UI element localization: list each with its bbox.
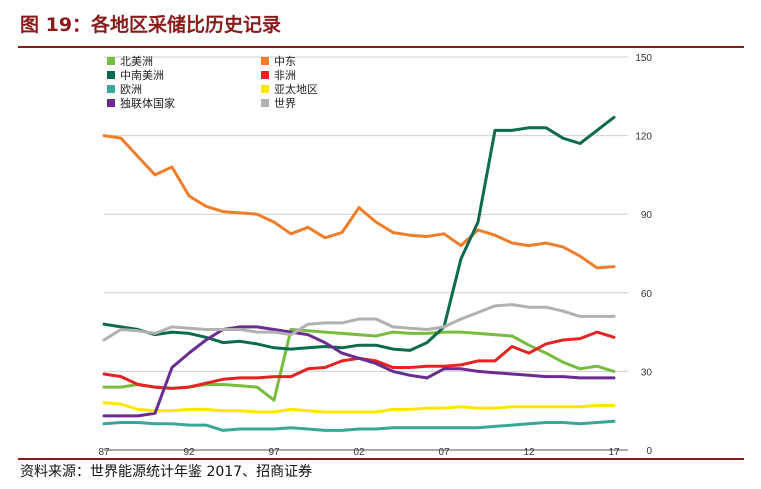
series-line: [102, 134, 616, 270]
x-tick-label: 07: [438, 447, 450, 458]
series-line: [102, 303, 616, 342]
legend-label: 北美洲: [120, 55, 153, 68]
chart-tick-labels: 0 30 60 90 120 150 87 92 97 02 07 12 17: [98, 53, 652, 458]
legend-label: 独联体国家: [120, 96, 175, 110]
y-tick-label: 60: [641, 289, 653, 300]
legend-label: 世界: [274, 97, 296, 110]
legend-label: 欧洲: [120, 83, 142, 96]
x-tick-label: 87: [98, 447, 110, 458]
legend-swatch: [261, 85, 269, 93]
legend-swatch: [261, 57, 269, 65]
chart-series-lines: [102, 115, 616, 432]
y-tick-label: 120: [635, 132, 652, 143]
series-line: [102, 419, 616, 432]
legend-swatch: [261, 71, 269, 79]
legend-swatch: [107, 99, 115, 107]
y-tick-label: 30: [641, 367, 653, 378]
y-tick-label: 0: [646, 446, 652, 457]
legend-label: 中东: [274, 55, 296, 68]
source-note: 资料来源：世界能源统计年鉴 2017、招商证券: [20, 464, 313, 480]
series-line: [102, 401, 616, 414]
figure-title: 图 19：各地区采储比历史记录: [20, 14, 282, 36]
y-tick-label: 90: [641, 210, 653, 221]
x-tick-label: 92: [183, 447, 195, 458]
series-line: [102, 115, 616, 352]
legend-swatch: [107, 57, 115, 65]
series-line: [102, 325, 616, 418]
title-rule: [18, 46, 744, 48]
legend-label: 亚太地区: [274, 83, 318, 96]
y-tick-label: 150: [635, 53, 652, 64]
legend-swatch: [107, 71, 115, 79]
legend-swatch: [261, 99, 269, 107]
series-line: [102, 328, 616, 402]
legend-swatch: [107, 85, 115, 93]
x-tick-label: 02: [353, 447, 365, 458]
x-tick-label: 17: [608, 447, 620, 458]
legend-label: 中南美洲: [120, 69, 164, 82]
x-tick-label: 97: [268, 447, 280, 458]
source-rule: [18, 458, 744, 460]
legend-label: 非洲: [274, 69, 296, 82]
x-tick-label: 12: [523, 447, 535, 458]
